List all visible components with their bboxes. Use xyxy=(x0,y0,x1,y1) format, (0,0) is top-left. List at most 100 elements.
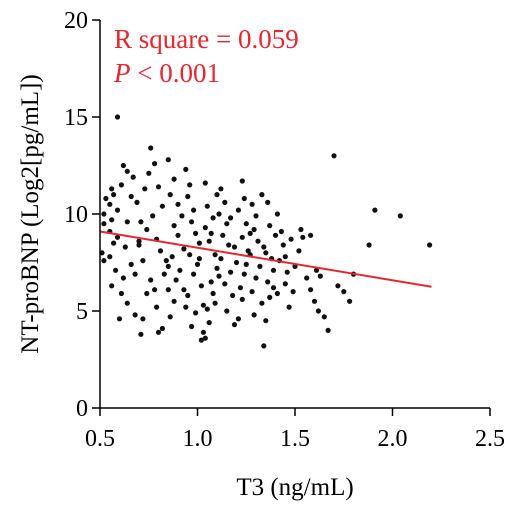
data-point-123 xyxy=(257,263,263,269)
x-axis-ticks: 0.5 1.0 1.5 2.0 2.5 xyxy=(85,408,505,452)
data-point-101 xyxy=(218,256,224,262)
data-point-121 xyxy=(255,238,261,244)
data-point-179 xyxy=(128,193,134,200)
data-point-72 xyxy=(187,252,193,258)
data-point-54 xyxy=(173,277,179,283)
data-point-177 xyxy=(124,219,130,225)
data-point-150 xyxy=(300,234,306,240)
data-point-25 xyxy=(116,316,123,322)
data-point-26 xyxy=(132,312,138,318)
data-point-51 xyxy=(167,314,173,320)
y-tick-label-4: 20 xyxy=(64,8,88,34)
data-point-93 xyxy=(214,192,220,198)
data-point-143 xyxy=(284,269,290,275)
x-tick-label-2: 1.5 xyxy=(280,426,310,452)
data-point-29 xyxy=(138,219,144,225)
data-point-37 xyxy=(150,213,156,219)
data-point-161 xyxy=(341,289,347,295)
data-point-140 xyxy=(278,228,284,235)
data-point-2 xyxy=(124,168,130,174)
data-point-119 xyxy=(253,213,259,219)
data-point-23 xyxy=(118,290,124,297)
p-value-annotation: P < 0.001 xyxy=(113,58,220,88)
data-point-11 xyxy=(109,217,115,223)
data-point-162 xyxy=(347,298,353,304)
data-points xyxy=(99,114,433,349)
data-point-124 xyxy=(253,275,259,281)
y-axis-title: NT-proBNP (Log2[pg/mL]) xyxy=(17,74,44,353)
data-point-160 xyxy=(335,283,341,289)
data-point-149 xyxy=(296,248,302,254)
data-point-173 xyxy=(228,215,234,221)
data-point-102 xyxy=(228,269,234,275)
data-point-109 xyxy=(237,285,243,291)
data-point-96 xyxy=(222,199,228,205)
data-point-88 xyxy=(212,252,218,258)
data-point-117 xyxy=(239,178,245,184)
data-point-27 xyxy=(128,261,134,267)
data-point-35 xyxy=(155,184,162,190)
data-point-185 xyxy=(243,261,249,267)
data-point-0 xyxy=(114,114,121,120)
data-point-97 xyxy=(216,211,222,217)
data-point-107 xyxy=(235,316,241,322)
data-point-144 xyxy=(282,281,288,287)
data-point-126 xyxy=(259,300,265,306)
data-point-12 xyxy=(101,221,107,227)
data-point-169 xyxy=(288,236,294,242)
data-point-49 xyxy=(138,331,144,337)
data-point-67 xyxy=(185,193,191,200)
data-point-141 xyxy=(280,242,286,248)
data-point-138 xyxy=(265,199,271,205)
data-point-125 xyxy=(249,289,255,295)
data-point-52 xyxy=(171,298,177,304)
data-point-24 xyxy=(124,300,130,306)
data-point-38 xyxy=(144,226,150,233)
data-point-110 xyxy=(241,271,247,277)
data-point-111 xyxy=(233,259,240,266)
data-point-76 xyxy=(185,292,191,299)
x-tick-label-3: 2.0 xyxy=(378,426,408,452)
data-point-176 xyxy=(163,258,169,264)
p-value-text: < 0.001 xyxy=(131,58,220,88)
data-point-6 xyxy=(111,192,117,198)
data-point-158 xyxy=(315,308,321,314)
data-point-174 xyxy=(247,230,253,236)
data-point-98 xyxy=(224,221,230,227)
data-point-81 xyxy=(198,337,204,343)
data-point-94 xyxy=(202,180,208,186)
data-point-32 xyxy=(146,170,152,176)
data-point-69 xyxy=(189,219,195,225)
y-tick-label-0: 0 xyxy=(76,396,88,422)
data-point-168 xyxy=(308,232,314,238)
data-point-152 xyxy=(308,287,314,293)
data-point-180 xyxy=(196,256,202,262)
data-point-103 xyxy=(222,281,228,287)
data-point-151 xyxy=(304,275,310,281)
p-symbol: P xyxy=(113,58,131,88)
data-point-129 xyxy=(263,318,269,324)
data-point-137 xyxy=(274,211,280,217)
data-point-47 xyxy=(140,316,146,322)
data-point-139 xyxy=(259,192,265,198)
data-point-146 xyxy=(286,304,292,310)
x-tick-label-0: 0.5 xyxy=(85,426,115,452)
data-point-105 xyxy=(224,308,230,314)
data-point-116 xyxy=(241,195,247,202)
data-point-44 xyxy=(148,277,154,283)
data-point-66 xyxy=(187,182,193,188)
data-point-3 xyxy=(130,174,136,180)
data-point-127 xyxy=(251,312,257,318)
data-point-79 xyxy=(189,323,195,330)
data-point-20 xyxy=(113,267,119,273)
data-point-92 xyxy=(204,203,210,209)
data-point-131 xyxy=(265,279,271,285)
data-point-100 xyxy=(226,242,232,248)
data-point-58 xyxy=(175,232,181,238)
data-point-19 xyxy=(101,258,107,264)
data-point-182 xyxy=(231,244,238,250)
data-point-113 xyxy=(239,234,245,240)
data-point-118 xyxy=(249,201,255,207)
data-point-115 xyxy=(235,207,241,213)
